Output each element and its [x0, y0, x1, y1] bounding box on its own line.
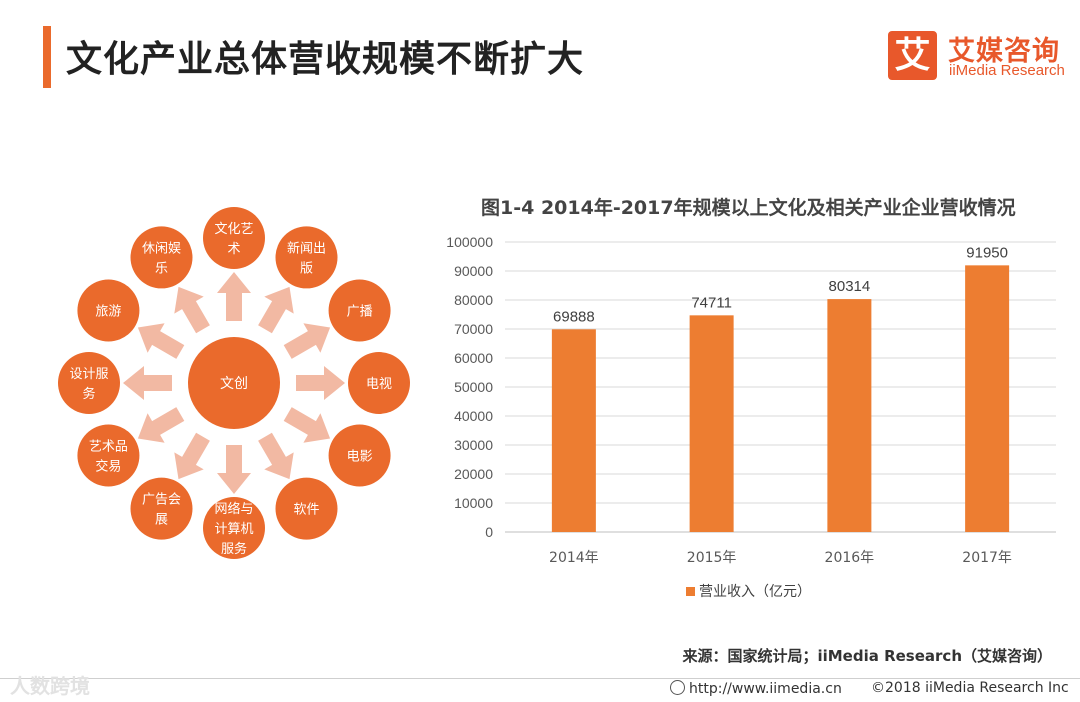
y-tick-label: 90000: [454, 263, 493, 279]
diagram-node-label: 电视: [366, 377, 392, 392]
diagram-node-label: 旅游: [95, 305, 121, 320]
diagram-node: 电视: [348, 352, 410, 414]
logo-name-en: iiMedia Research: [949, 62, 1065, 79]
diagram-node-label: 文化艺: [214, 222, 253, 237]
flow-arrow-icon: [296, 366, 345, 400]
flow-arrow-icon: [258, 286, 294, 334]
footer-url[interactable]: http://www.iimedia.cn: [670, 680, 842, 697]
footer-url-text[interactable]: http://www.iimedia.cn: [689, 681, 842, 697]
x-tick-label: 2015年: [687, 550, 737, 566]
flow-arrow-icon: [283, 407, 331, 443]
y-tick-label: 40000: [454, 408, 493, 424]
diagram-node-label: 广告会: [142, 493, 181, 508]
diagram-node: 广播: [328, 279, 391, 342]
x-tick-label: 2017年: [962, 550, 1012, 566]
diagram-node-label: 版: [300, 261, 313, 276]
flow-arrow-icon: [283, 323, 331, 359]
data-label: 69888: [553, 308, 595, 325]
flow-arrow-icon: [123, 366, 172, 400]
diagram-node-label: 展: [155, 513, 168, 528]
flow-arrow-icon: [137, 323, 185, 359]
diagram-center-label: 文创: [220, 376, 248, 392]
globe-icon: [670, 680, 685, 695]
diagram-node-label: 术: [227, 242, 240, 257]
source-note: 来源：国家统计局；iiMedia Research（艾媒咨询）: [682, 647, 1052, 665]
title-accent-bar: [43, 26, 51, 88]
diagram-node: 电影: [328, 424, 391, 487]
logo-mark-icon: 艾: [888, 31, 937, 80]
flow-arrow-icon: [137, 407, 185, 443]
diagram-node: 软件: [275, 477, 338, 540]
y-tick-label: 0: [485, 524, 493, 540]
diagram-node-label: 新闻出: [287, 240, 326, 256]
bar: [551, 329, 596, 532]
flow-arrow-icon: [174, 286, 210, 334]
diagram-node-label: 广播: [347, 305, 373, 320]
data-label: 74711: [691, 294, 732, 311]
revenue-bar-chart: 0 10000 20000 30000 40000 50000 60000 70000 8000…: [446, 234, 1056, 566]
bar: [827, 299, 872, 532]
diagram-node-label: 服务: [221, 541, 247, 557]
diagram-node-label: 务: [82, 386, 95, 402]
y-tick-label: 30000: [454, 437, 493, 453]
y-tick-label: 60000: [454, 350, 493, 366]
chart-title: 图1-4 2014年-2017年规模以上文化及相关产业企业营收情况: [481, 197, 1016, 219]
flow-arrow-icon: [174, 432, 210, 480]
flow-arrow-icon: [217, 445, 251, 494]
y-tick-label: 70000: [454, 321, 493, 337]
diagram-node-label: 设计服: [69, 367, 108, 382]
footer-copyright: ©2018 iiMedia Research Inc: [871, 680, 1069, 696]
brand-logo: 艾 艾媒咨询 iiMedia Research: [888, 31, 1068, 81]
watermark: 人数跨境: [10, 674, 90, 698]
x-tick-label: 2014年: [549, 550, 599, 566]
flow-arrow-icon: [217, 272, 251, 321]
diagram-node-label: 交易: [95, 459, 121, 475]
diagram-node-label: 乐: [155, 261, 168, 276]
x-tick-label: 2016年: [825, 550, 875, 566]
legend-label: 营业收入（亿元）: [699, 584, 811, 600]
diagram-node-label: 计算机: [214, 522, 253, 537]
diagram-node-label: 网络与: [214, 501, 253, 517]
diagram-center: 文创: [188, 337, 280, 429]
footer-divider: [0, 678, 1080, 679]
bar: [965, 265, 1010, 532]
y-tick-label: 10000: [454, 495, 493, 511]
bar: [689, 315, 734, 532]
diagram-node: 旅游: [77, 279, 140, 342]
y-tick-label: 20000: [454, 466, 493, 482]
legend-swatch: [686, 586, 695, 596]
data-label: 80314: [829, 278, 871, 295]
data-label: 91950: [966, 244, 1008, 261]
logo-name-cn: 艾媒咨询: [948, 36, 1060, 67]
y-tick-label: 80000: [454, 292, 493, 308]
y-tick-label: 50000: [454, 379, 493, 395]
flow-arrow-icon: [258, 432, 294, 480]
diagram-node-label: 软件: [293, 503, 319, 518]
diagram-node-label: 电影: [347, 450, 373, 465]
diagram-node-label: 休闲娱: [142, 241, 181, 256]
page-title: 文化产业总体营收规模不断扩大: [66, 39, 585, 80]
diagram-node-label: 艺术品: [89, 440, 128, 455]
chart-legend: 营业收入（亿元）: [686, 581, 811, 601]
y-tick-label: 100000: [446, 234, 493, 250]
